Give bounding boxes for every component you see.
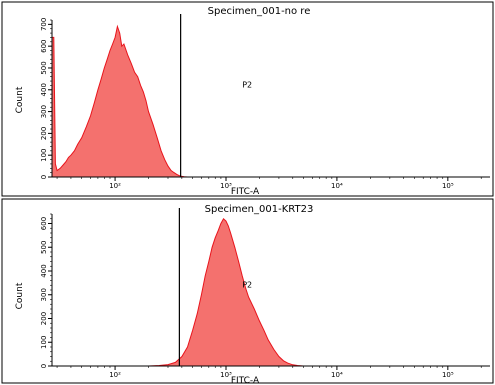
- histogram-area: [51, 24, 188, 178]
- y-tick-label: 500: [40, 61, 48, 74]
- y-tick-label: 600: [40, 217, 48, 230]
- histogram-panel-krt23: Specimen_001-KRT23 FITC-A Count 0 100 200 3…: [1, 198, 494, 385]
- y-tick-label: 400: [40, 264, 48, 277]
- y-axis-label: Count: [15, 282, 25, 309]
- histogram-area: [148, 218, 304, 367]
- x-tick-label: 10⁴: [331, 371, 343, 379]
- x-tick-label: 10⁴: [331, 182, 343, 190]
- panel-title: Specimen_001-KRT23: [205, 204, 314, 215]
- gate-label: P2: [242, 81, 252, 90]
- x-tick-label: 10³: [220, 371, 232, 379]
- panel-border: [1, 1, 494, 197]
- y-tick-label: 300: [40, 288, 48, 301]
- x-tick-label: 10²: [109, 371, 121, 379]
- y-tick-label: 500: [40, 241, 48, 254]
- gate-label: P2: [242, 281, 252, 290]
- y-tick-label: 300: [40, 105, 48, 118]
- x-axis-label: FITC-A: [231, 376, 260, 385]
- x-axis-label: FITC-A: [231, 187, 260, 197]
- y-tick-label: 100: [40, 336, 48, 349]
- panel-title: Specimen_001-no re: [208, 6, 311, 17]
- y-tick-label: 600: [40, 39, 48, 52]
- y-tick-label: 200: [40, 312, 48, 325]
- x-tick-label: 10³: [220, 182, 232, 190]
- histogram-panel-no-re: Specimen_001-no re FITC-A Count 0 100 200 3…: [1, 1, 494, 197]
- panel-border: [1, 198, 494, 384]
- y-tick-label: 400: [40, 83, 48, 96]
- plot-area: 0 100 200 300 400 500 600 700 10² 10³ 10⁴ 10⁵ P2: [40, 14, 490, 190]
- x-tick-label: 10⁵: [442, 371, 454, 379]
- y-tick-label: 100: [40, 149, 48, 162]
- y-tick-label: 700: [40, 18, 48, 31]
- y-tick-label: 200: [40, 127, 48, 140]
- y-tick-label: 0: [40, 175, 48, 179]
- x-tick-label: 10⁵: [442, 182, 454, 190]
- x-tick-label: 10²: [109, 182, 121, 190]
- y-tick-label: 0: [40, 364, 48, 368]
- y-axis-label: Count: [15, 86, 25, 113]
- plot-area: 0 100 200 300 400 500 600 10² 10³ 10⁴ 10⁵ P2: [40, 208, 490, 379]
